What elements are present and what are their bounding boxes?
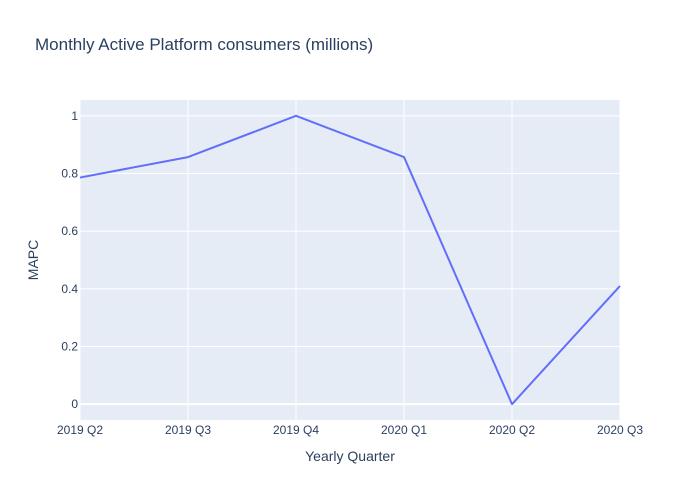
x-tick-label: 2020 Q1: [381, 423, 427, 437]
x-tick-label: 2019 Q4: [273, 423, 319, 437]
x-tick-label: 2019 Q2: [57, 423, 103, 437]
y-tick-label: 0.6: [61, 224, 78, 238]
y-axis-ticks: 0 0.2 0.4 0.6 0.8 1: [61, 109, 78, 411]
x-tick-label: 2019 Q3: [165, 423, 211, 437]
x-tick-label: 2020 Q2: [489, 423, 535, 437]
chart-title: Monthly Active Platform consumers (milli…: [35, 35, 373, 54]
data-point[interactable]: [185, 154, 191, 160]
y-tick-label: 0.4: [61, 282, 78, 296]
x-tick-label: 2020 Q3: [597, 423, 643, 437]
y-tick-label: 0.2: [61, 339, 78, 353]
series-layer: [79, 113, 623, 407]
data-point[interactable]: [617, 283, 623, 289]
data-point[interactable]: [509, 401, 515, 407]
x-axis-title: Yearly Quarter: [305, 448, 395, 464]
plot-area: [80, 100, 620, 420]
y-tick-label: 0.8: [61, 167, 78, 181]
y-tick-label: 0: [71, 397, 78, 411]
y-axis-title: MAPC: [25, 240, 41, 280]
x-axis-ticks: 2019 Q2 2019 Q3 2019 Q4 2020 Q1 2020 Q2 2020 …: [57, 423, 643, 437]
data-point[interactable]: [293, 113, 299, 119]
series-line: [79, 114, 621, 406]
grid-lines: [79, 100, 621, 420]
data-point[interactable]: [401, 154, 407, 160]
y-tick-label: 1: [71, 109, 78, 123]
